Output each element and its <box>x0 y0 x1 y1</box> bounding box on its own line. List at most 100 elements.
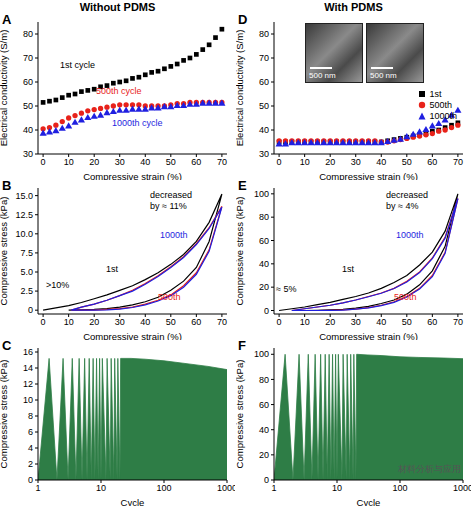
svg-text:50: 50 <box>166 317 176 327</box>
svg-text:20: 20 <box>89 157 99 167</box>
html-text:decreased by ≈ 11%: decreased by ≈ 11% <box>150 190 192 211</box>
svg-text:Compressive stress (kPa): Compressive stress (kPa) <box>236 360 245 469</box>
svg-text:5.0: 5.0 <box>20 267 33 277</box>
svg-text:0: 0 <box>41 157 46 167</box>
svg-text:12: 12 <box>23 379 33 389</box>
svg-text:50: 50 <box>259 101 269 111</box>
svg-text:20: 20 <box>325 157 335 167</box>
svg-text:Cycle: Cycle <box>121 497 145 506</box>
svg-text:70: 70 <box>23 53 33 63</box>
svg-text:0: 0 <box>277 157 282 167</box>
svg-text:7.5: 7.5 <box>20 248 33 258</box>
svg-text:10: 10 <box>64 317 74 327</box>
svg-text:100: 100 <box>392 483 407 493</box>
svg-text:60: 60 <box>23 77 33 87</box>
svg-text:10: 10 <box>300 157 310 167</box>
svg-text:10: 10 <box>23 395 33 405</box>
svg-text:14: 14 <box>23 363 33 373</box>
svg-text:60: 60 <box>191 157 201 167</box>
svg-text:30: 30 <box>351 317 361 327</box>
svg-text:70: 70 <box>217 317 227 327</box>
svg-text:0: 0 <box>28 305 33 315</box>
svg-text:1: 1 <box>271 483 276 493</box>
svg-text:Compressive stress (kPa): Compressive stress (kPa) <box>236 197 245 306</box>
svg-text:80: 80 <box>259 375 269 385</box>
svg-text:60: 60 <box>259 77 269 87</box>
svg-text:16: 16 <box>23 347 33 357</box>
svg-text:4: 4 <box>28 443 33 453</box>
svg-text:60: 60 <box>191 317 201 327</box>
svg-text:0: 0 <box>264 475 269 485</box>
svg-text:10: 10 <box>96 483 106 493</box>
svg-text:10: 10 <box>332 483 342 493</box>
svg-text:0: 0 <box>277 317 282 327</box>
html-text:500th: 500th <box>429 99 452 110</box>
svg-text:Compressive strain (%): Compressive strain (%) <box>83 171 182 180</box>
svg-text:30: 30 <box>259 149 269 159</box>
svg-text:6: 6 <box>28 427 33 437</box>
svg-text:8: 8 <box>28 411 33 421</box>
svg-text:Compressive stress (kPa): Compressive stress (kPa) <box>8 360 9 469</box>
svg-text:2: 2 <box>28 459 33 469</box>
svg-text:2.5: 2.5 <box>20 286 33 296</box>
svg-text:30: 30 <box>115 317 125 327</box>
svg-text:10.0: 10.0 <box>15 229 33 239</box>
svg-text:70: 70 <box>259 53 269 63</box>
svg-text:40: 40 <box>259 259 269 269</box>
svg-text:20: 20 <box>259 450 269 460</box>
svg-text:0: 0 <box>264 306 269 316</box>
svg-text:80: 80 <box>259 29 269 39</box>
svg-text:60: 60 <box>427 317 437 327</box>
svg-text:1000: 1000 <box>217 483 235 493</box>
svg-text:Compressive stress (kPa): Compressive stress (kPa) <box>8 197 9 306</box>
svg-text:1: 1 <box>35 483 40 493</box>
svg-text:50: 50 <box>166 157 176 167</box>
svg-text:100: 100 <box>254 349 269 359</box>
html-text:With PDMS: With PDMS <box>324 1 383 13</box>
svg-text:12.5: 12.5 <box>15 210 33 220</box>
svg-text:30: 30 <box>115 157 125 167</box>
svg-text:30: 30 <box>351 157 361 167</box>
html-text:1st: 1st <box>429 88 442 99</box>
html-text:1000th: 1000th <box>429 110 457 121</box>
svg-text:Compressive strain (%): Compressive strain (%) <box>83 331 182 340</box>
svg-text:50: 50 <box>23 101 33 111</box>
svg-text:Cycle: Cycle <box>357 497 381 506</box>
svg-text:40: 40 <box>140 157 150 167</box>
html-text:decreased by ≈ 4%: decreased by ≈ 4% <box>386 190 428 211</box>
svg-text:100: 100 <box>254 189 269 199</box>
svg-text:0: 0 <box>28 475 33 485</box>
svg-text:40: 40 <box>376 317 386 327</box>
svg-text:40: 40 <box>376 157 386 167</box>
svg-text:40: 40 <box>23 125 33 135</box>
svg-text:1000: 1000 <box>453 483 463 493</box>
svg-text:70: 70 <box>217 157 227 167</box>
svg-text:10: 10 <box>64 157 74 167</box>
svg-text:80: 80 <box>23 29 33 39</box>
svg-text:Compressive strain (%): Compressive strain (%) <box>319 171 418 180</box>
svg-text:0: 0 <box>41 317 46 327</box>
html-text:A: A <box>2 12 12 27</box>
svg-text:Electrical conductivity (S/m): Electrical conductivity (S/m) <box>8 30 9 147</box>
svg-text:70: 70 <box>453 157 463 167</box>
svg-text:Electrical conductivity (S/m): Electrical conductivity (S/m) <box>236 30 245 147</box>
svg-text:40: 40 <box>259 425 269 435</box>
svg-text:40: 40 <box>259 125 269 135</box>
svg-text:100: 100 <box>156 483 171 493</box>
svg-text:15.0: 15.0 <box>15 191 33 201</box>
svg-text:20: 20 <box>325 317 335 327</box>
svg-text:10: 10 <box>300 317 310 327</box>
svg-text:Compressive strain (%): Compressive strain (%) <box>319 331 418 340</box>
html-text:Without PDMS: Without PDMS <box>79 1 156 13</box>
svg-text:40: 40 <box>140 317 150 327</box>
svg-text:20: 20 <box>259 282 269 292</box>
svg-text:80: 80 <box>259 212 269 222</box>
svg-text:70: 70 <box>453 317 463 327</box>
svg-text:30: 30 <box>23 149 33 159</box>
svg-text:50: 50 <box>402 317 412 327</box>
svg-text:20: 20 <box>89 317 99 327</box>
svg-text:60: 60 <box>427 157 437 167</box>
svg-text:60: 60 <box>259 236 269 246</box>
svg-text:50: 50 <box>402 157 412 167</box>
svg-text:60: 60 <box>259 400 269 410</box>
